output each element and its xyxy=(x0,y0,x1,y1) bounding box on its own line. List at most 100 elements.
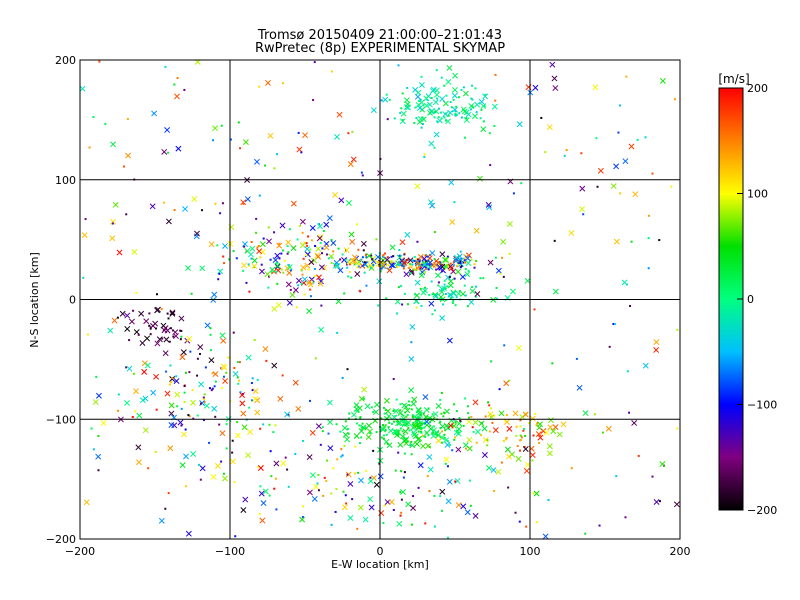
scatter-point-dot xyxy=(343,292,346,295)
scatter-point-x xyxy=(308,259,315,266)
scatter-point-dot xyxy=(508,379,511,382)
scatter-point-x xyxy=(162,350,169,357)
scatter-point-dot xyxy=(208,441,211,444)
scatter-point-dot xyxy=(117,393,120,396)
scatter-point-x xyxy=(492,427,499,434)
scatter-point-dot xyxy=(427,434,430,437)
scatter-point-x xyxy=(197,344,204,351)
scatter-point-x xyxy=(472,419,479,426)
scatter-point-dot xyxy=(122,165,125,168)
scatter-point-dot xyxy=(395,312,398,315)
scatter-point-dot xyxy=(440,391,443,394)
scatter-point-dot xyxy=(426,255,429,258)
scatter-point-x xyxy=(480,103,487,110)
scatter-point-x xyxy=(445,118,451,125)
scatter-point-dot xyxy=(393,420,396,423)
scatter-point-dot xyxy=(498,388,501,391)
scatter-point-dot xyxy=(442,261,445,264)
scatter-point-dot xyxy=(452,299,455,302)
y-tick-label: −200 xyxy=(46,533,76,546)
scatter-point-x xyxy=(495,267,502,274)
scatter-point-dot xyxy=(132,309,135,312)
scatter-point-x xyxy=(418,82,425,88)
scatter-point-dot xyxy=(319,443,322,446)
scatter-point-x xyxy=(136,412,143,419)
scatter-point-dot xyxy=(535,424,538,427)
scatter-point-dot xyxy=(248,290,251,293)
scatter-point-dot xyxy=(97,469,100,472)
scatter-point-dot xyxy=(425,431,428,434)
scatter-point-x xyxy=(546,443,553,450)
scatter-point-x xyxy=(417,253,424,260)
scatter-point-dot xyxy=(443,265,446,268)
scatter-point-dot xyxy=(458,417,461,420)
scatter-point-dot xyxy=(287,485,290,488)
scatter-point-dot xyxy=(431,433,434,436)
scatter-point-dot xyxy=(167,151,170,154)
scatter-point-dot xyxy=(393,117,396,120)
scatter-point-x xyxy=(259,517,266,524)
scatter-point-dot xyxy=(612,323,615,326)
scatter-point-x xyxy=(465,252,472,259)
y-tick-label: 100 xyxy=(55,174,76,187)
scatter-point-dot xyxy=(396,266,399,269)
scatter-point-dot xyxy=(262,423,265,426)
scatter-point-dot xyxy=(413,259,416,262)
scatter-point-dot xyxy=(301,516,304,519)
scatter-point-dot xyxy=(436,430,439,433)
scatter-point-dot xyxy=(259,427,262,430)
scatter-point-dot xyxy=(170,381,173,384)
scatter-point-x xyxy=(183,453,189,460)
scatter-point-dot xyxy=(84,218,87,221)
scatter-point-dot xyxy=(160,308,163,311)
scatter-point-dot xyxy=(394,469,397,472)
scatter-point-x xyxy=(111,317,118,324)
scatter-point-dot xyxy=(416,240,419,243)
scatter-point-dot xyxy=(563,154,566,157)
scatter-point-dot xyxy=(273,231,276,234)
scatter-point-dot xyxy=(676,427,679,430)
scatter-point-x xyxy=(512,410,519,417)
scatter-point-x xyxy=(480,126,487,133)
scatter-point-dot xyxy=(348,270,351,273)
scatter-point-dot xyxy=(363,271,366,274)
scatter-point-x xyxy=(452,72,459,79)
scatter-point-x xyxy=(351,254,358,261)
scatter-point-dot xyxy=(365,284,368,287)
scatter-point-dot xyxy=(398,260,401,263)
scatter-point-dot xyxy=(422,422,425,425)
scatter-point-x xyxy=(199,465,206,472)
scatter-point-dot xyxy=(347,132,350,135)
scatter-point-x xyxy=(241,424,248,431)
scatter-point-dot xyxy=(184,485,187,488)
scatter-point-x xyxy=(428,140,435,147)
scatter-point-x xyxy=(500,238,507,245)
scatter-point-dot xyxy=(269,258,272,261)
scatter-point-dot xyxy=(406,86,409,89)
scatter-point-x xyxy=(468,299,475,306)
scatter-point-dot xyxy=(176,77,179,80)
scatter-point-dot xyxy=(420,431,423,434)
scatter-point-dot xyxy=(168,383,171,386)
scatter-point-dot xyxy=(296,238,299,241)
scatter-point-dot xyxy=(149,327,152,330)
scatter-point-dot xyxy=(443,411,446,414)
scatter-point-dot xyxy=(417,264,420,267)
scatter-point-dot xyxy=(536,422,539,425)
scatter-point-dot xyxy=(494,73,497,76)
scatter-point-x xyxy=(347,480,354,487)
scatter-point-dot xyxy=(300,151,303,154)
scatter-point-x xyxy=(469,288,476,295)
scatter-point-dot xyxy=(196,357,199,360)
scatter-point-dot xyxy=(334,510,337,513)
scatter-point-dot xyxy=(420,304,423,307)
scatter-point-x xyxy=(433,91,440,98)
scatter-point-dot xyxy=(198,352,201,355)
scatter-point-dot xyxy=(322,494,325,497)
scatter-point-dot xyxy=(647,267,650,270)
scatter-point-dot xyxy=(340,448,343,451)
scatter-point-dot xyxy=(471,426,474,429)
scatter-point-dot xyxy=(382,256,385,259)
scatter-point-x xyxy=(138,310,145,317)
scatter-point-dot xyxy=(444,257,447,260)
